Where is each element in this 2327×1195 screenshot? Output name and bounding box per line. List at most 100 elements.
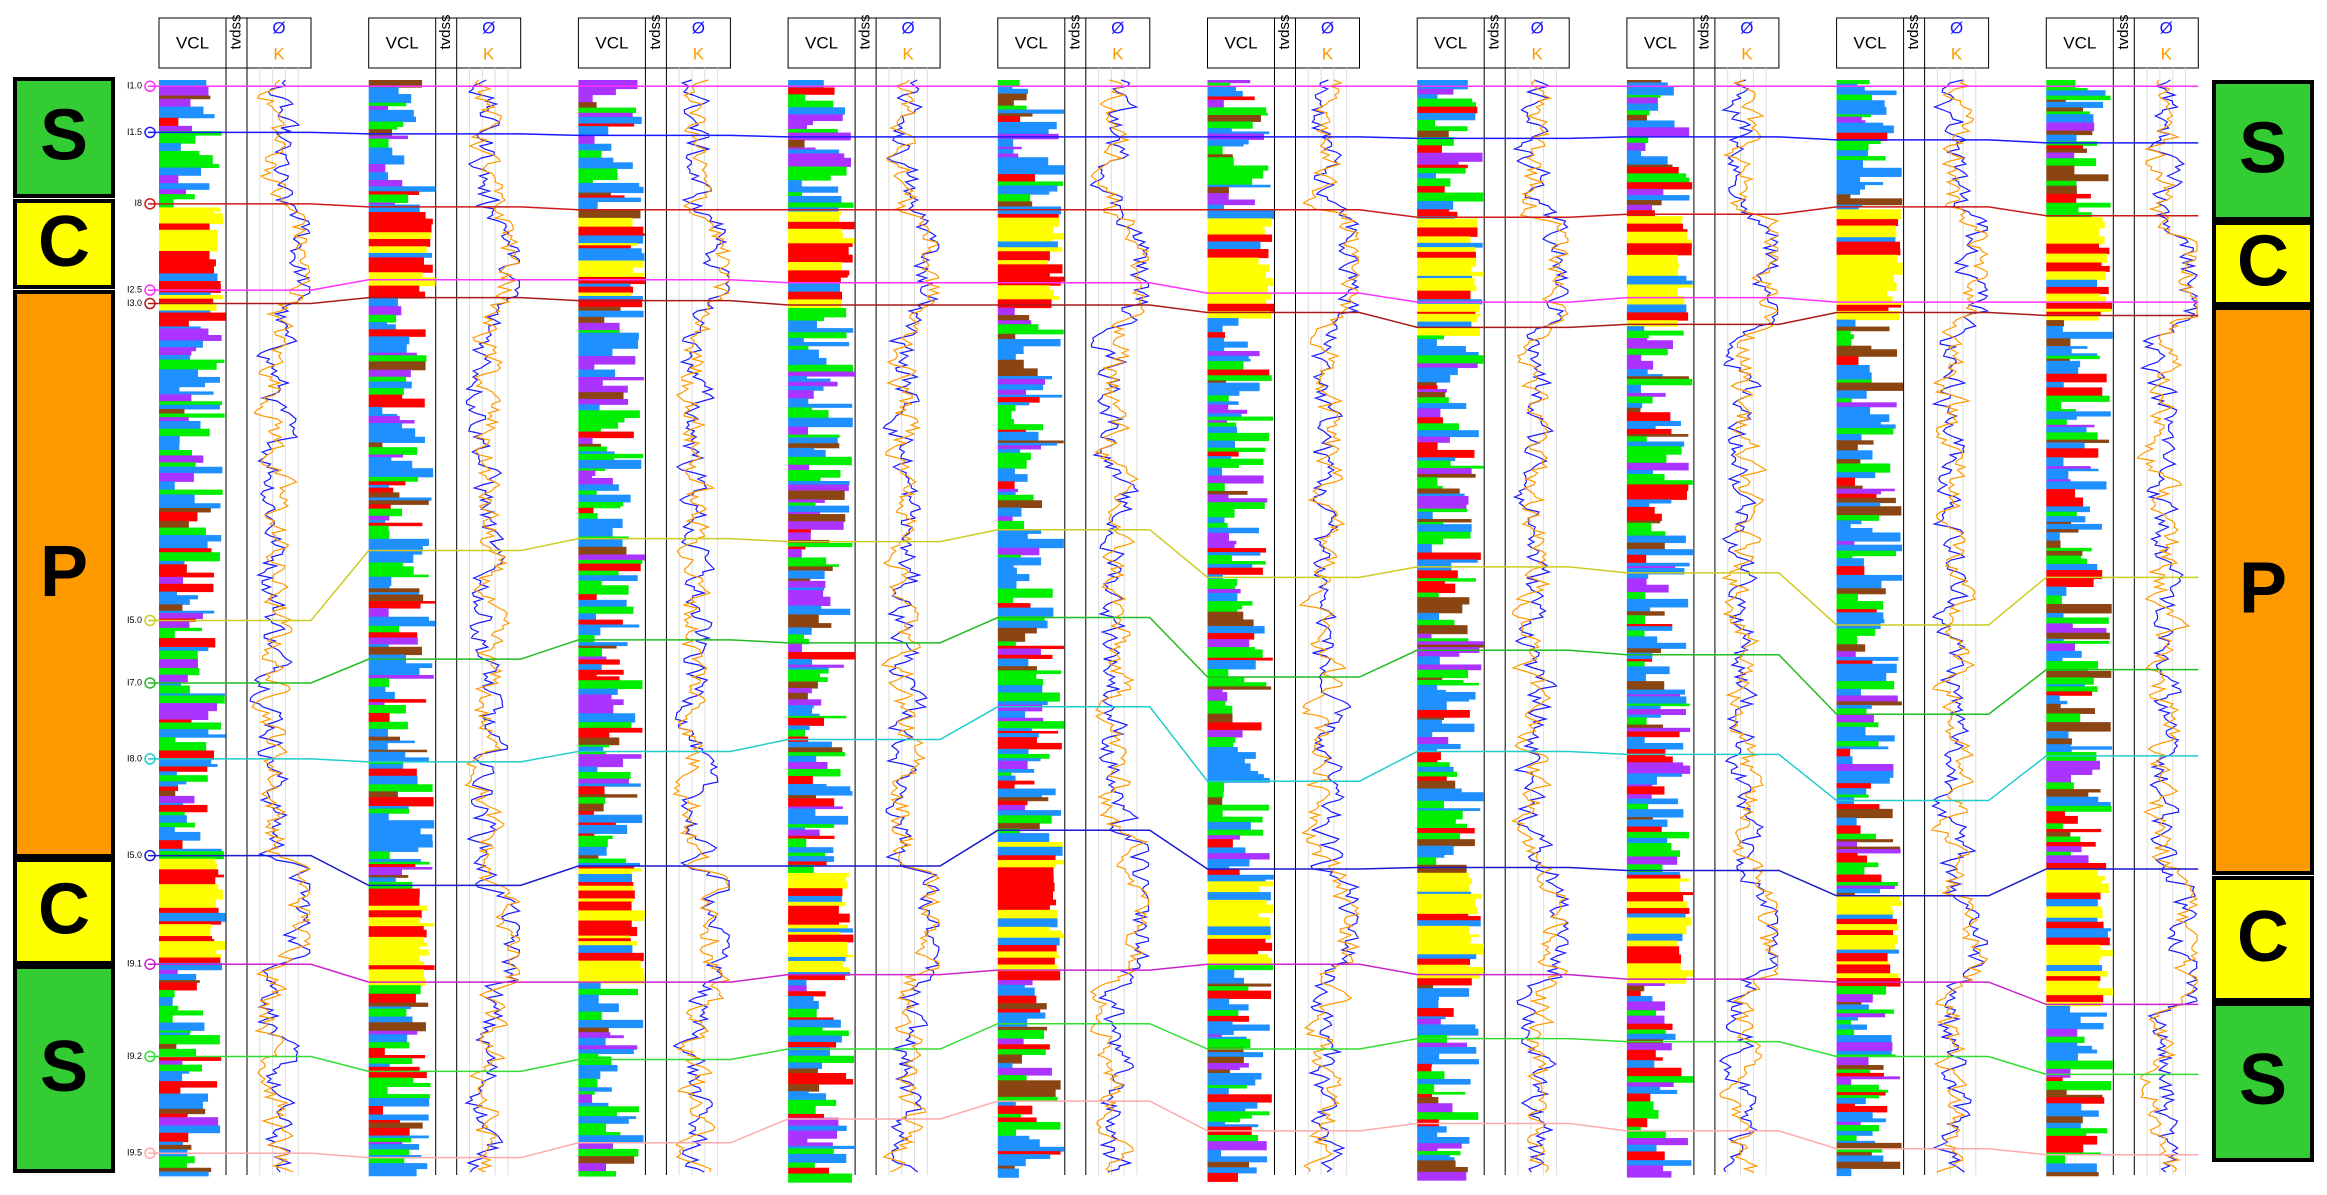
facies xyxy=(1626,499,1672,504)
facies xyxy=(578,410,640,419)
facies xyxy=(578,253,645,262)
facies xyxy=(578,494,631,503)
facies xyxy=(1836,310,1900,321)
facies xyxy=(1626,917,1691,926)
facies xyxy=(1626,615,1646,625)
facies xyxy=(578,150,602,159)
facies xyxy=(1417,363,1478,369)
facies xyxy=(578,292,632,297)
facies xyxy=(1207,143,1244,147)
facies xyxy=(788,316,824,322)
facies xyxy=(997,557,1042,566)
facies xyxy=(368,236,431,240)
facies xyxy=(2046,617,2109,624)
facies xyxy=(1417,1166,1468,1173)
facies xyxy=(1417,126,1468,132)
facies xyxy=(1207,184,1271,188)
facies xyxy=(997,547,1040,556)
facies xyxy=(788,447,815,451)
facies xyxy=(2046,892,2101,900)
facies xyxy=(1626,374,1663,377)
facies xyxy=(2046,550,2083,557)
facies xyxy=(1207,249,1269,259)
facies xyxy=(1417,883,1470,893)
facies xyxy=(368,585,390,589)
facies xyxy=(788,232,843,239)
facies xyxy=(159,80,207,88)
facies xyxy=(1417,1018,1441,1025)
facies xyxy=(997,474,1028,482)
header-label: K xyxy=(1741,44,1753,63)
facies xyxy=(1207,839,1233,848)
facies xyxy=(1207,1114,1252,1119)
facies xyxy=(1626,694,1681,697)
facies xyxy=(368,394,403,400)
facies xyxy=(788,634,804,640)
facies xyxy=(1836,424,1896,429)
facies xyxy=(788,950,848,956)
facies xyxy=(997,945,1057,952)
facies xyxy=(368,1120,401,1124)
facies xyxy=(1836,390,1867,399)
facies xyxy=(788,1162,815,1169)
facies xyxy=(159,472,194,482)
zone-box xyxy=(13,199,115,289)
facies xyxy=(159,685,190,694)
facies xyxy=(997,1154,1051,1160)
facies xyxy=(997,468,1015,475)
facies xyxy=(788,1091,809,1094)
facies xyxy=(788,246,849,256)
facies xyxy=(1417,152,1483,162)
facies xyxy=(1417,776,1447,782)
facies xyxy=(578,457,615,461)
facies xyxy=(159,710,209,721)
facies xyxy=(2046,265,2110,272)
marker-label: I5.0 xyxy=(127,850,142,860)
facies xyxy=(1836,304,1902,308)
marker-label: I9.2 xyxy=(127,1051,142,1061)
facies xyxy=(1207,809,1223,818)
facies xyxy=(368,1168,417,1177)
facies xyxy=(159,511,198,522)
facies xyxy=(1836,735,1895,742)
facies xyxy=(788,484,849,491)
facies xyxy=(1417,948,1483,955)
facies xyxy=(578,226,644,234)
facies xyxy=(788,202,854,208)
facies xyxy=(1836,497,1896,504)
facies xyxy=(368,592,420,596)
marker-symbol xyxy=(144,614,156,627)
facies xyxy=(159,350,192,356)
facies xyxy=(1626,335,1649,339)
facies xyxy=(1207,234,1273,242)
facies xyxy=(1207,1004,1249,1011)
facies xyxy=(1626,462,1689,471)
facies xyxy=(368,387,404,396)
facies xyxy=(1417,958,1471,966)
header-label: Ø xyxy=(692,18,705,37)
facies xyxy=(997,452,1031,461)
facies xyxy=(368,1163,428,1170)
facies xyxy=(1836,741,1879,747)
facies xyxy=(578,475,593,479)
facies xyxy=(1417,346,1466,353)
marker-label: I8 xyxy=(134,198,142,208)
facies xyxy=(578,585,629,595)
header-label: K xyxy=(693,44,705,63)
log-curve xyxy=(1089,79,1151,1173)
facies xyxy=(1207,369,1270,376)
facies xyxy=(1417,701,1447,711)
facies xyxy=(159,347,197,352)
header-label: K xyxy=(2161,44,2173,63)
facies xyxy=(1626,681,1665,691)
zone-label: C xyxy=(38,202,90,282)
facies xyxy=(2046,395,2110,402)
facies xyxy=(788,371,856,377)
facies xyxy=(1836,947,1897,951)
facies xyxy=(1626,239,1692,244)
facies xyxy=(788,307,847,318)
facies xyxy=(578,866,635,869)
facies xyxy=(788,967,850,973)
facies xyxy=(788,381,838,387)
facies xyxy=(1836,1161,1901,1169)
